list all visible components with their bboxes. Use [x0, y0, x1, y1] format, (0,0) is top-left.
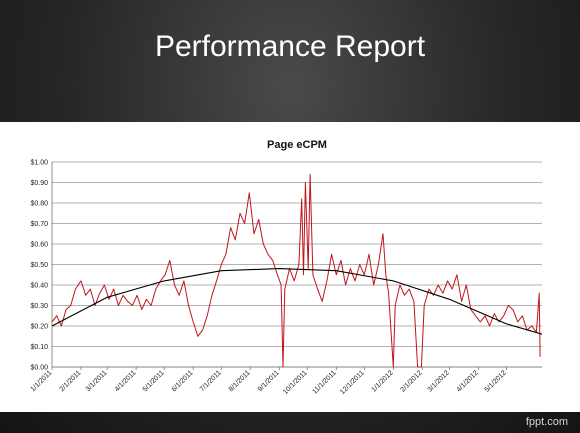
y-tick-label: $0.90: [30, 180, 48, 187]
x-tick-label: 5/1/2011: [142, 369, 166, 393]
x-tick-label: 5/1/2012: [484, 369, 508, 393]
x-tick-label: 7/1/2011: [199, 369, 223, 393]
x-tick-label: 2/1/2011: [59, 369, 83, 393]
chart: Page eCPM $0.00 $0.10 $0.20 $0.30 $0.40 $0.50 $…: [30, 139, 543, 396]
slide-title: Performance Report: [154, 30, 426, 63]
y-tick-label: $0.20: [30, 324, 48, 331]
series-line-ecpm: [51, 173, 541, 368]
x-tick-label: 4/1/2012: [456, 369, 480, 393]
x-tick-label: 8/1/2011: [228, 369, 252, 393]
x-tick-label: 2/1/2012: [400, 369, 424, 393]
y-tick-label: $0.70: [30, 221, 48, 228]
y-tick-label: $0.40: [30, 283, 48, 290]
x-tick-label: 1/1/2011: [30, 369, 54, 393]
x-tick-label: 12/1/2011: [339, 369, 366, 396]
y-tick-label: $1.00: [30, 160, 48, 167]
x-tick-label: 3/1/2012: [427, 369, 451, 393]
x-tick-label: 11/1/2011: [311, 369, 337, 395]
credit-text: fppt.com: [525, 416, 568, 428]
x-tick-label: 6/1/2011: [171, 369, 195, 393]
trendline: [51, 268, 543, 335]
x-tick-label: 10/1/2011: [282, 369, 309, 396]
y-tick-label: $0.60: [30, 242, 48, 249]
chart-panel: Page eCPM $0.00 $0.10 $0.20 $0.30 $0.40 $0.50 $…: [0, 122, 580, 412]
x-tick-label: 4/1/2011: [114, 369, 138, 393]
y-tick-label: $0.50: [30, 262, 48, 269]
x-tick-label: 1/1/2012: [371, 369, 395, 393]
y-tick-label: $0.00: [30, 365, 48, 372]
y-tick-label: $0.10: [30, 344, 48, 351]
x-tick-label: 3/1/2011: [85, 369, 109, 393]
y-tick-label: $0.80: [30, 201, 48, 208]
x-tick-label: 9/1/2011: [257, 369, 281, 393]
chart-title: Page eCPM: [267, 139, 327, 151]
y-tick-label: $0.30: [30, 303, 48, 310]
